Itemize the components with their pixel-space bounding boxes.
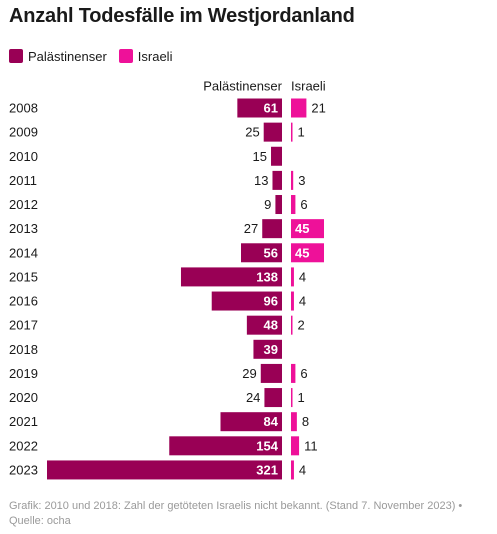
- year-label-2014: 2014: [9, 245, 38, 260]
- bar-israelis-2009: [291, 122, 293, 142]
- bar-israelis-2017: [291, 315, 293, 335]
- bar-palestinians-2020: [264, 388, 282, 408]
- bar-palestinians-2010: [271, 146, 282, 166]
- year-label-2018: 2018: [9, 342, 38, 357]
- year-label-2022: 2022: [9, 438, 38, 453]
- legend-label-israelis: Israeli: [137, 48, 173, 64]
- value-label-israelis-2019: 6: [300, 366, 307, 381]
- value-label-israelis-2016: 4: [299, 294, 306, 309]
- value-label-palestinians-2012: 9: [264, 197, 271, 212]
- bar-israelis-2011: [291, 170, 294, 190]
- value-label-israelis-2013: 45: [295, 221, 309, 236]
- value-label-palestinians-2020: 24: [246, 390, 260, 405]
- value-label-palestinians-2011: 13: [254, 173, 268, 188]
- value-label-palestinians-2017: 48: [264, 318, 278, 333]
- value-label-israelis-2009: 1: [298, 125, 305, 140]
- bar-israelis-2008: [291, 98, 307, 118]
- value-label-palestinians-2008: 61: [264, 101, 278, 116]
- value-label-israelis-2021: 8: [302, 414, 309, 429]
- bar-israelis-2012: [291, 195, 296, 215]
- value-label-israelis-2017: 2: [298, 318, 305, 333]
- value-label-palestinians-2022: 154: [256, 438, 278, 453]
- bar-palestinians-2021: [220, 412, 282, 432]
- legend-swatch-palestinians: [9, 49, 23, 63]
- footer-note: Grafik: 2010 und 2018: Zahl der getötete…: [9, 500, 463, 512]
- bar-palestinians-2015: [180, 267, 282, 287]
- column-header-palestinians: Palästinenser: [203, 79, 282, 94]
- year-label-2011: 2011: [9, 173, 37, 188]
- value-label-palestinians-2023: 321: [256, 462, 278, 477]
- value-label-israelis-2008: 21: [311, 101, 325, 116]
- bar-israelis-2020: [291, 388, 293, 408]
- legend-item-palestinians: Palästinenser: [9, 49, 107, 64]
- value-label-israelis-2011: 3: [298, 173, 305, 188]
- year-label-2015: 2015: [9, 269, 38, 284]
- bar-israelis-2014: [291, 243, 324, 263]
- year-label-2017: 2017: [9, 318, 38, 333]
- column-header-israelis: Israeli: [291, 79, 326, 94]
- year-label-2012: 2012: [9, 197, 38, 212]
- bar-israelis-2019: [291, 363, 296, 383]
- footer-source: Quelle: ocha: [9, 515, 71, 527]
- value-label-palestinians-2016: 96: [264, 294, 278, 309]
- bar-palestinians-2023: [47, 460, 282, 480]
- bar-palestinians-2011: [272, 170, 282, 190]
- chart-footer: Grafik: 2010 und 2018: Zahl der getötete…: [9, 499, 497, 529]
- bar-israelis-2016: [291, 291, 294, 311]
- value-label-palestinians-2013: 27: [244, 221, 258, 236]
- bar-israelis-2015: [291, 267, 294, 287]
- year-label-2021: 2021: [9, 414, 38, 429]
- bar-palestinians-2008: [237, 98, 282, 118]
- bar-palestinians-2009: [263, 122, 282, 142]
- bar-palestinians-2016: [211, 291, 282, 311]
- bar-palestinians-2013: [262, 219, 282, 239]
- value-label-israelis-2012: 6: [300, 197, 307, 212]
- bar-israelis-2021: [291, 412, 297, 432]
- year-label-2008: 2008: [9, 101, 38, 116]
- bar-palestinians-2017: [246, 315, 282, 335]
- legend: Palästinenser Israeli: [9, 48, 184, 64]
- year-label-2013: 2013: [9, 221, 38, 236]
- value-label-palestinians-2015: 138: [256, 269, 278, 284]
- bar-palestinians-2022: [169, 436, 282, 456]
- year-label-2019: 2019: [9, 366, 38, 381]
- bar-palestinians-2019: [260, 363, 282, 383]
- value-label-israelis-2022: 11: [304, 438, 318, 453]
- value-label-israelis-2015: 4: [299, 269, 306, 284]
- value-label-palestinians-2019: 29: [242, 366, 256, 381]
- bar-israelis-2022: [291, 436, 300, 456]
- chart-title: Anzahl Todesfälle im Westjordanland: [9, 5, 355, 27]
- value-label-palestinians-2021: 84: [264, 414, 279, 429]
- bar-israelis-2013: [291, 219, 324, 239]
- value-label-palestinians-2010: 15: [253, 149, 267, 164]
- legend-swatch-israelis: [118, 49, 133, 63]
- value-label-israelis-2023: 4: [299, 462, 306, 477]
- year-label-2010: 2010: [9, 149, 38, 164]
- bar-israelis-2023: [291, 460, 294, 480]
- year-label-2009: 2009: [9, 125, 38, 140]
- bar-palestinians-2018: [253, 339, 282, 359]
- bar-palestinians-2014: [241, 243, 282, 263]
- value-label-israelis-2020: 1: [298, 390, 305, 405]
- value-label-palestinians-2014: 56: [264, 245, 278, 260]
- legend-label-palestinians: Palästinenser: [28, 48, 107, 64]
- value-label-israelis-2014: 45: [295, 245, 309, 260]
- value-label-palestinians-2009: 25: [245, 125, 259, 140]
- year-label-2016: 2016: [9, 294, 38, 309]
- year-label-2020: 2020: [9, 390, 38, 405]
- year-label-2023: 2023: [9, 462, 38, 477]
- legend-item-israelis: Israeli: [118, 48, 173, 64]
- value-label-palestinians-2018: 39: [264, 342, 278, 357]
- bar-palestinians-2012: [275, 195, 282, 215]
